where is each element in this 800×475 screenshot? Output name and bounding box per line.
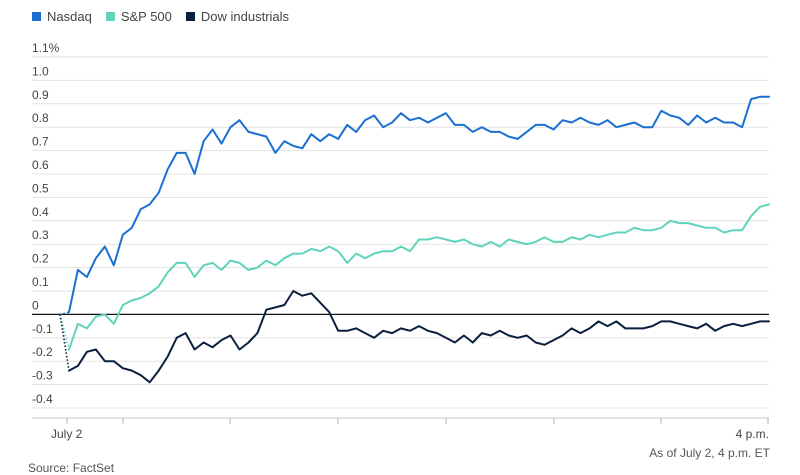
y-tick-label: 0.1 [32,275,49,289]
y-tick-label: 0.9 [32,88,49,102]
legend-swatch-dow [185,12,195,21]
sp500-line-open [59,314,70,350]
legend-item-nasdaq: Nasdaq [32,9,92,24]
y-tick-label: -0.1 [32,322,53,336]
y-tick-label: 0.6 [32,158,49,172]
y-tick-label: -0.3 [32,369,53,383]
y-tick-label: -0.4 [32,392,53,406]
dow-industrials-line [68,290,770,384]
as-of-note: As of July 2, 4 p.m. ET [649,446,770,460]
y-tick-label: 0 [32,298,39,312]
grid-lines [32,56,769,409]
legend-label-sp500: S&P 500 [120,9,172,24]
y-tick-label: 1.0 [32,64,49,78]
nasdaq-line-open [59,311,70,316]
y-tick-label: 0.5 [32,181,49,195]
x-tick-label-end: 4 p.m. [736,427,769,441]
source-note: Source: FactSet [28,461,115,475]
legend-item-sp500: S&P 500 [105,9,172,24]
y-tick-label: 0.7 [32,135,49,149]
y-tick-label: -0.2 [32,345,53,359]
legend-label-nasdaq: Nasdaq [47,9,92,24]
y-tick-label: 0.3 [32,228,49,242]
y-tick-label: 0.4 [32,205,49,219]
legend-swatch-nasdaq [32,12,41,21]
x-axis: July 2 4 p.m. [32,417,769,441]
y-tick-label: 0.8 [32,111,49,125]
y-tick-label: 0.2 [32,252,49,266]
chart-legend: Nasdaq S&P 500 Dow industrials [32,9,289,24]
legend-label-dow: Dow industrials [200,9,290,24]
nasdaq-line [68,95,770,314]
sp500-line [68,203,770,351]
series-lines [59,95,770,384]
dow-industrials-line-open [59,314,70,371]
legend-swatch-sp500 [105,12,115,21]
y-axis-labels: 1.1% 1.0 0.9 0.8 0.7 0.6 0.5 0.4 0.3 0.2 0.1 0 -0.1 -… [32,41,60,406]
legend-item-dow: Dow industrials [185,9,290,24]
y-tick-label: 1.1% [32,41,60,55]
x-tick-label-start: July 2 [51,427,83,441]
